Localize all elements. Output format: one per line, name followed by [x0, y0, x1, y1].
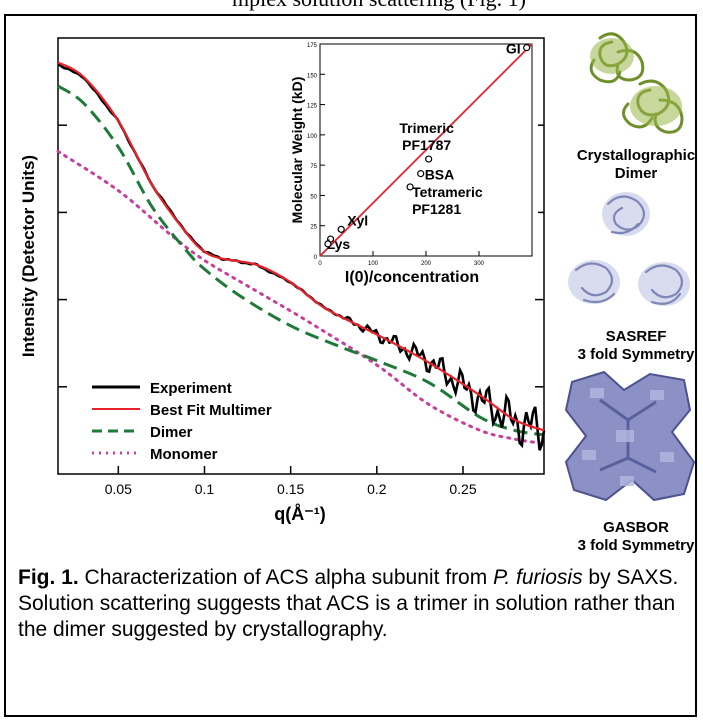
- structure-label-2-line1: SASREF: [606, 328, 667, 345]
- figure-caption: Fig. 1. Characterization of ACS alpha su…: [18, 565, 686, 643]
- crystallographic-dimer-image: [589, 32, 684, 134]
- inset-y-tick-label: 175: [307, 43, 318, 49]
- inset-y-tick-label: 25: [310, 225, 317, 231]
- main-x-ticks: 0.05 0.1 0.15 0.2 0.25: [105, 466, 477, 497]
- inset-x-axis-label: I(0)/concentration: [345, 269, 479, 286]
- caption-text-1: Characterization of ACS alpha subunit fr…: [78, 566, 494, 589]
- inset-fit-line: [319, 43, 533, 257]
- top-text-fragment: mplex solution scattering (Fig. 1): [0, 0, 703, 18]
- legend-label-dimer: Dimer: [150, 424, 193, 441]
- inset-y-tick-label: 125: [307, 104, 318, 110]
- sasref-trimer-image: [568, 192, 690, 306]
- inset-point: [406, 183, 414, 191]
- inset-background: [320, 44, 538, 262]
- inset-ticks: 0 25 50 75 100 125 150 175 0 100 200 300: [307, 43, 485, 267]
- inset-y-axis-label: Molecular Weight (kD): [289, 77, 305, 224]
- inset-point-label: PF1787: [402, 137, 451, 153]
- series-line-best-fit-multimer: [57, 61, 545, 432]
- inset-point-label: Tetrameric: [412, 184, 483, 200]
- legend-label-experiment: Experiment: [150, 380, 232, 397]
- inset-y-tick-label: 50: [310, 194, 317, 200]
- inset-x-tick-label: 200: [421, 261, 432, 267]
- structure-label-3-line2: 3 fold Symmetry: [578, 537, 695, 554]
- main-x-tick-label: 0.15: [277, 481, 304, 497]
- inset-point-label: Lys: [327, 236, 351, 252]
- main-series-group: [56, 61, 546, 451]
- inset-point-label: Trimeric: [399, 120, 454, 136]
- series-line-dimer: [57, 84, 545, 437]
- inset-chart: 0 25 50 75 100 125 150 175 0 100 200 300 Lys Xyl Tetr…: [289, 41, 538, 286]
- main-x-tick-label: 0.2: [367, 481, 387, 497]
- caption-text-2: by SAXS. Solution scattering suggests th…: [18, 566, 679, 641]
- inset-x-tick-label: 100: [368, 261, 379, 267]
- series-line-monomer: [56, 149, 546, 445]
- inset-y-tick-label: 150: [307, 73, 318, 79]
- legend-label-fit: Best Fit Multimer: [150, 402, 272, 419]
- inset-y-tick-label: 0: [314, 255, 318, 261]
- inset-y-tick-label: 100: [307, 134, 318, 140]
- main-legend: Experiment Best Fit Multimer Dimer Monom…: [92, 380, 272, 463]
- main-x-tick-label: 0.25: [449, 481, 476, 497]
- main-x-axis-label: q(Å⁻¹): [274, 504, 325, 524]
- inset-point: [523, 44, 531, 52]
- structure-label-1-line2: Dimer: [615, 165, 658, 182]
- structure-label-2-line2: 3 fold Symmetry: [578, 346, 695, 363]
- main-y-axis-label: Intensity (Detector Units): [19, 155, 38, 357]
- caption-species: P. furiosis: [493, 566, 583, 589]
- inset-point: [417, 170, 425, 178]
- figure-label: Fig. 1.: [18, 566, 79, 589]
- inset-point: [337, 225, 345, 233]
- structure-label-1-line1: Crystallographic: [577, 147, 695, 164]
- gasbor-trimer-image: [564, 370, 696, 502]
- structure-label-3-line1: GASBOR: [603, 519, 669, 536]
- figure-frame: [4, 14, 697, 717]
- inset-point: [324, 240, 332, 248]
- inset-point-label: GI: [506, 41, 521, 57]
- inset-x-tick-label: 300: [474, 261, 485, 267]
- inset-point: [425, 155, 433, 163]
- inset-point-label: PF1281: [412, 201, 461, 217]
- main-x-tick-label: 0.05: [105, 481, 132, 497]
- inset-x-tick-label: 0: [318, 261, 322, 267]
- main-plot-frame: [57, 37, 545, 475]
- main-x-tick-label: 0.1: [195, 481, 215, 497]
- inset-y-tick-label: 75: [310, 164, 317, 170]
- legend-label-monomer: Monomer: [150, 446, 218, 463]
- inset-point-label: Xyl: [347, 212, 368, 228]
- inset-point-label: BSA: [425, 167, 455, 183]
